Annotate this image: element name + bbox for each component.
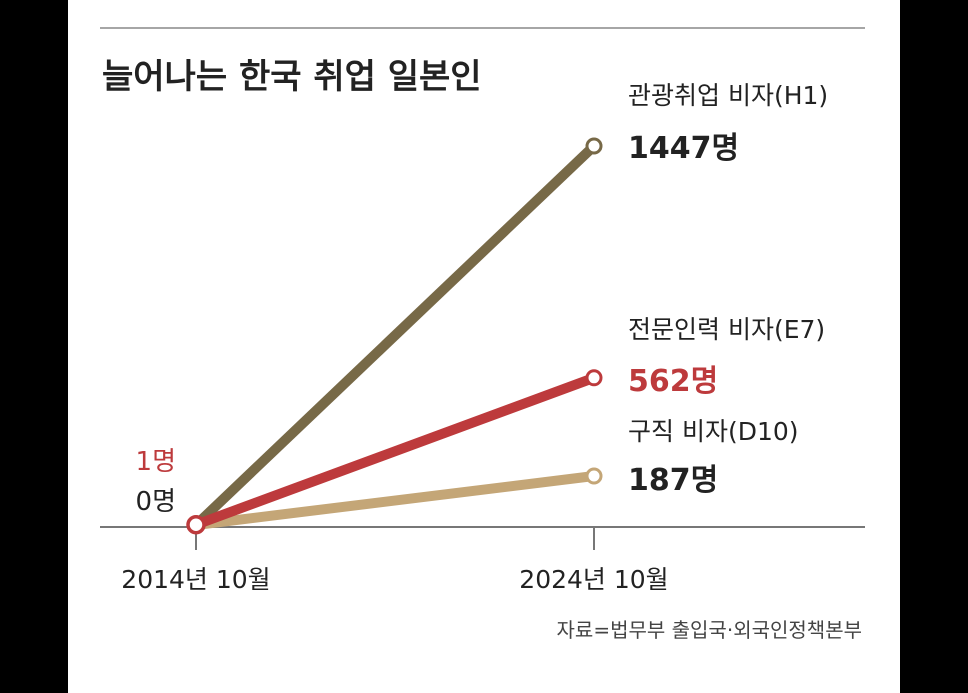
data-label-d10: 187명 xyxy=(628,463,718,498)
series-line-h1 xyxy=(192,142,598,529)
series-name-d10: 구직 비자(D10) xyxy=(628,417,799,446)
data-label-h1: 1447명 xyxy=(628,131,739,166)
chart-title: 늘어나는 한국 취업 일본인 xyxy=(102,57,482,97)
start-label-e7: 1명 xyxy=(136,447,176,477)
series-line-d10 xyxy=(195,471,595,530)
start-label-zero: 0명 xyxy=(136,487,176,517)
x-tick-label-0: 2014년 10월 xyxy=(121,565,270,594)
series-line-e7 xyxy=(194,373,596,530)
data-point-d10-end xyxy=(585,467,603,485)
series-name-e7: 전문인력 비자(E7) xyxy=(628,315,825,344)
x-tick-label-1: 2024년 10월 xyxy=(519,565,668,594)
data-label-e7: 562명 xyxy=(628,364,718,399)
chart-panel xyxy=(68,0,900,693)
data-point-h1-end xyxy=(585,137,603,155)
data-point-e7-end xyxy=(585,369,603,387)
data-point-e7-start xyxy=(186,514,206,535)
source-note: 자료=법무부 출입국·외국인정책본부 xyxy=(557,618,862,642)
series-name-h1: 관광취업 비자(H1) xyxy=(628,81,828,110)
